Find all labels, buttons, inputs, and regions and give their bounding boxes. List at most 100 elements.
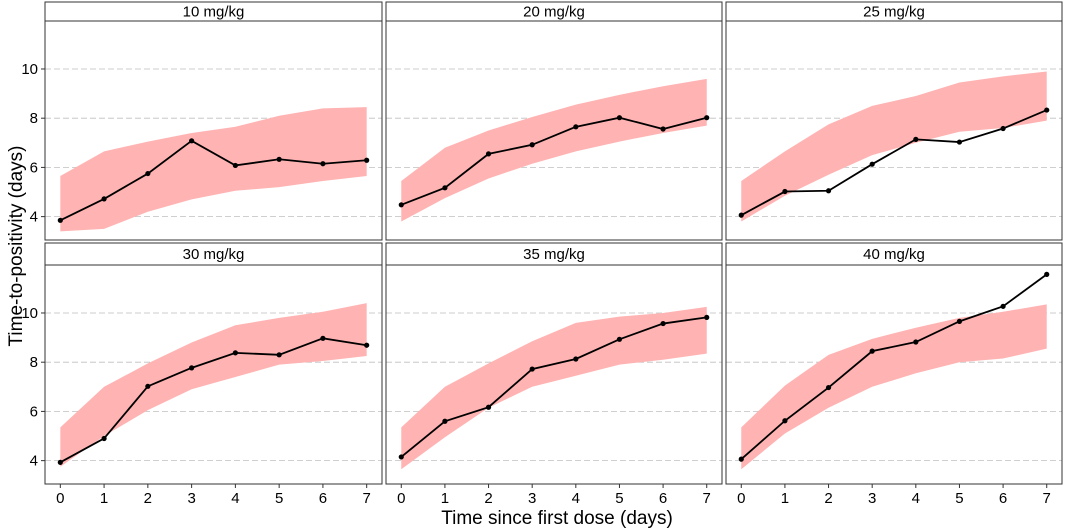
observed-point <box>782 418 788 424</box>
observed-point <box>189 365 195 371</box>
observed-point <box>364 157 370 163</box>
observed-point <box>616 336 623 342</box>
y-axis-title: Time-to-positivity (days) <box>6 146 27 347</box>
x-tick-label: 2 <box>824 490 832 507</box>
x-tick-label: 5 <box>275 490 283 507</box>
panel-border <box>385 264 723 485</box>
observed-line <box>59 337 367 464</box>
observed-point <box>101 196 107 202</box>
observed-point <box>320 335 326 341</box>
x-tick-label: 2 <box>484 490 492 507</box>
observed-point <box>660 320 666 327</box>
panel-border <box>725 264 1063 485</box>
observed-point <box>573 356 579 362</box>
x-tick-label: 1 <box>100 490 108 507</box>
observed-point <box>573 124 579 130</box>
facet-panel: 25 mg/kg <box>725 1 1063 241</box>
y-tick-label: 4 <box>30 209 38 226</box>
x-tick-label: 2 <box>144 490 152 507</box>
observed-point <box>704 115 710 121</box>
x-tick-label: 0 <box>737 490 745 507</box>
x-tick-label: 4 <box>572 490 580 507</box>
x-tick-label: 4 <box>231 490 239 507</box>
observed-point <box>825 188 832 194</box>
observed-point <box>1000 125 1006 132</box>
facet-title: 35 mg/kg <box>523 246 585 263</box>
observed-point <box>956 318 963 324</box>
prediction-interval-band <box>60 107 367 232</box>
prediction-interval-band <box>741 304 1047 470</box>
facet-title: 20 mg/kg <box>523 4 585 21</box>
observed-line <box>400 116 707 206</box>
observed-point <box>869 348 875 354</box>
observed-line <box>740 109 1048 216</box>
facet-panel: 35 mg/kg 0 1 2 3 4 5 6 7 <box>385 242 723 507</box>
observed-point <box>276 156 282 162</box>
x-tick-label: 1 <box>441 490 449 507</box>
observed-point <box>738 456 744 462</box>
observed-line <box>400 316 707 458</box>
observed-point <box>616 115 623 121</box>
observed-point <box>485 151 492 157</box>
facet-panel: 40 mg/kg 0 1 2 3 4 5 6 7 <box>725 242 1063 507</box>
x-tick-label: 5 <box>955 490 963 507</box>
x-tick-label: 5 <box>615 490 623 507</box>
observed-point <box>398 454 404 460</box>
x-tick-label: 7 <box>363 490 371 507</box>
prediction-interval-band <box>741 71 1047 222</box>
panel-border <box>44 264 383 485</box>
observed-point <box>1044 107 1050 113</box>
x-tick-label: 7 <box>703 490 711 507</box>
y-tick-label: 10 <box>21 305 38 322</box>
observed-point <box>913 339 919 345</box>
observed-point <box>276 352 282 358</box>
panel-border <box>44 20 383 241</box>
observed-point <box>145 170 151 177</box>
observed-point <box>57 217 63 223</box>
facet-title: 25 mg/kg <box>863 4 925 21</box>
prediction-interval-band <box>401 306 707 470</box>
panel-border <box>725 20 1063 241</box>
observed-point <box>529 142 535 148</box>
observed-line <box>59 139 367 222</box>
x-tick-label: 6 <box>319 490 327 507</box>
observed-point <box>101 435 107 442</box>
observed-point <box>529 366 535 372</box>
panel-border <box>385 20 723 241</box>
x-tick-label: 1 <box>781 490 789 507</box>
observed-point <box>442 185 448 191</box>
x-tick-label: 4 <box>912 490 920 507</box>
observed-point <box>364 342 370 348</box>
observed-point <box>485 404 492 410</box>
observed-point <box>738 212 744 218</box>
x-tick-label: 6 <box>659 490 667 507</box>
facet-panel: 30 mg/kg 4 6 8 10 0 1 2 3 4 5 6 7 <box>21 242 383 507</box>
x-tick-label: 6 <box>999 490 1007 507</box>
observed-point <box>232 350 238 356</box>
observed-point <box>782 188 788 195</box>
observed-line <box>740 273 1048 460</box>
x-tick-label: 3 <box>187 490 195 507</box>
observed-point <box>1044 271 1050 277</box>
observed-point <box>660 126 666 132</box>
prediction-interval-band <box>60 303 367 467</box>
y-tick-label: 4 <box>30 453 38 470</box>
observed-point <box>398 202 404 208</box>
observed-point <box>1000 303 1006 309</box>
x-tick-label: 7 <box>1043 490 1051 507</box>
facet-panel: 10 mg/kg 4 6 8 10 <box>21 1 383 241</box>
x-axis-title: Time since first dose (days) <box>441 508 673 529</box>
observed-point <box>913 136 919 142</box>
observed-point <box>869 161 875 167</box>
y-tick-label: 6 <box>30 403 38 420</box>
x-tick-label: 0 <box>397 490 405 507</box>
prediction-interval-band <box>401 78 707 222</box>
y-tick-label: 6 <box>30 159 38 176</box>
facet-title: 40 mg/kg <box>863 246 925 263</box>
x-tick-label: 3 <box>868 490 876 507</box>
observed-point <box>320 161 326 167</box>
facet-title: 30 mg/kg <box>183 246 245 263</box>
y-tick-label: 8 <box>30 110 38 127</box>
observed-point <box>145 383 151 389</box>
